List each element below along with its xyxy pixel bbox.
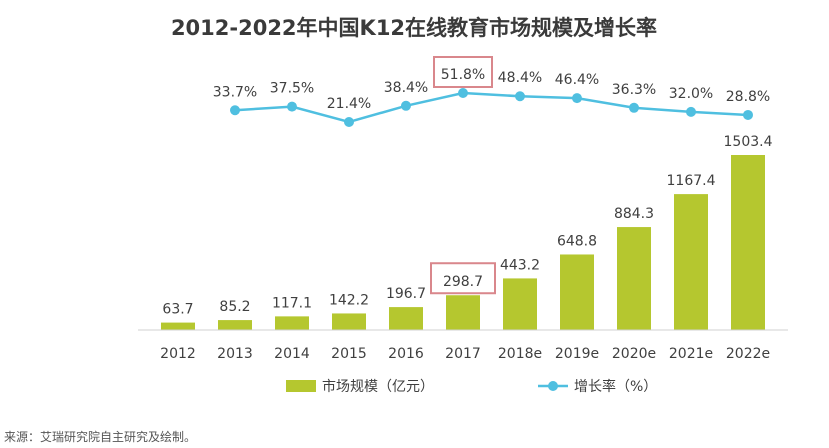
bar-2013: [218, 320, 252, 330]
bar-2015: [332, 313, 366, 330]
bar-value-label: 648.8: [557, 233, 597, 249]
growth-value-label: 51.8%: [441, 67, 485, 83]
bar-value-label: 884.3: [614, 206, 654, 222]
x-tick-label: 2020e: [612, 346, 656, 362]
x-tick-label: 2016: [388, 346, 424, 362]
x-tick-label: 2014: [274, 346, 310, 362]
legend: 市场规模（亿元） 增长率（%）: [286, 378, 657, 395]
growth-point-2019e: [572, 93, 582, 104]
x-tick-label: 2019e: [555, 346, 599, 362]
growth-point-2014: [287, 101, 297, 112]
source-note: 来源：艾瑞研究院自主研究及绘制。: [4, 429, 196, 444]
growth-point-2016: [401, 100, 411, 111]
bar-2018e: [503, 278, 537, 330]
growth-value-label: 33.7%: [213, 84, 257, 100]
bar-value-label: 63.7: [162, 302, 193, 318]
bar-2016: [389, 307, 423, 330]
x-tick-label: 2022e: [726, 346, 770, 362]
bar-2014: [275, 316, 309, 330]
growth-point-2021e: [686, 106, 696, 117]
growth-value-label: 36.3%: [612, 82, 656, 98]
bar-value-label: 117.1: [272, 295, 312, 311]
growth-value-label: 46.4%: [555, 72, 599, 88]
bar-value-label: 196.7: [386, 286, 426, 302]
chart-title: 2012-2022年中国K12在线教育市场规模及增长率: [171, 16, 657, 40]
x-tick-label: 2018e: [498, 346, 542, 362]
bar-value-label: 85.2: [219, 299, 250, 315]
growth-point-2015: [344, 117, 354, 127]
bar-2019e: [560, 254, 594, 330]
x-tick-label: 2015: [331, 346, 367, 362]
growth-highlight-box: [433, 56, 493, 88]
growth-point-2018e: [515, 91, 525, 102]
bar-value-label: 298.7: [443, 274, 483, 290]
growth-point-2020e: [629, 102, 639, 113]
bar-value-label: 443.2: [500, 257, 540, 273]
line-series: 33.7% 37.5% 21.4% 38.4% 51.8% 48.4% 46.4% 36.3%…: [213, 56, 770, 127]
growth-value-label: 37.5%: [270, 81, 314, 97]
bar-2017: [446, 295, 480, 330]
x-tick-label: 2021e: [669, 346, 713, 362]
growth-line: [234, 91, 749, 124]
growth-value-label: 28.8%: [726, 89, 770, 105]
bar-highlight-box: [430, 262, 496, 295]
x-tick-label: 2013: [217, 346, 253, 362]
growth-point-2017: [458, 88, 468, 98]
growth-point-2013: [230, 105, 240, 116]
bar-2020e: [617, 227, 651, 330]
x-tick-label: 2017: [445, 346, 481, 362]
bar-2021e: [674, 194, 708, 330]
legend-bar-swatch: [286, 380, 316, 392]
growth-value-label: 21.4%: [327, 96, 371, 112]
bar-2022e: [731, 155, 765, 330]
growth-value-label: 38.4%: [384, 80, 428, 96]
legend-bar-label: 市场规模（亿元）: [322, 378, 434, 395]
growth-value-label: 32.0%: [669, 86, 713, 102]
x-axis-ticks: 2012 2013 2014 2015 2016 2017 2018e 2019e 2020e 2…: [160, 346, 770, 362]
legend-line-marker: [548, 381, 558, 391]
bar-2012: [161, 322, 195, 330]
growth-point-2022e: [743, 109, 753, 120]
growth-value-label: 48.4%: [498, 70, 542, 86]
bar-value-label: 1167.4: [667, 173, 716, 189]
legend-line-label: 增长率（%）: [574, 378, 657, 395]
bar-value-label: 1503.4: [724, 134, 773, 150]
bar-value-label: 142.2: [329, 292, 369, 308]
x-tick-label: 2012: [160, 346, 196, 362]
bar-series: 63.7 85.2 117.1 142.2 196.7 298.7 443.2 648.8 88…: [161, 134, 773, 330]
